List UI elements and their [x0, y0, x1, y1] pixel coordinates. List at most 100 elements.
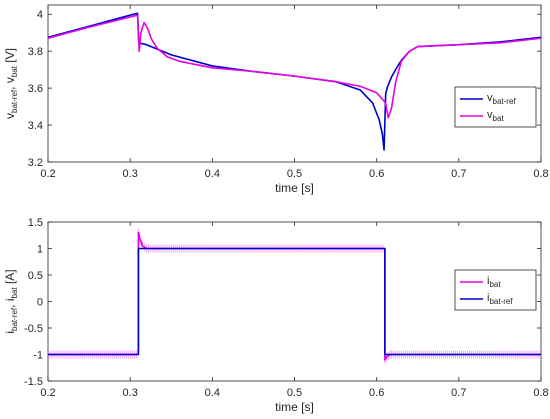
- y-tick-label: 3.2: [28, 157, 43, 169]
- y-label-symbol: i: [3, 299, 17, 302]
- data-point: [391, 76, 392, 77]
- x-tick-label: 0.8: [533, 168, 548, 180]
- y-tick-label: 0.5: [28, 270, 43, 282]
- legend-symbol: i: [487, 292, 489, 304]
- x-tick-label: 0.2: [40, 168, 55, 180]
- legend-box: [454, 86, 537, 128]
- data-point: [146, 44, 147, 45]
- legend-symbol: v: [487, 92, 493, 104]
- data-point: [294, 76, 295, 77]
- x-axis-label: time [s]: [275, 400, 314, 414]
- data-point: [376, 92, 377, 93]
- data-point: [387, 87, 388, 88]
- data-point: [137, 15, 138, 16]
- y-label-unit: [A]: [3, 269, 17, 287]
- data-point: [147, 27, 148, 28]
- x-tick-label: 0.4: [205, 168, 220, 180]
- data-point: [253, 71, 254, 72]
- data-point: [151, 39, 152, 40]
- x-tick-label: 0.7: [451, 387, 466, 399]
- x-tick-label: 0.3: [123, 168, 138, 180]
- data-point: [157, 48, 158, 49]
- data-point: [409, 51, 410, 52]
- y-label-subscript: bat: [10, 287, 19, 299]
- data-point: [144, 22, 145, 23]
- data-point: [383, 100, 384, 101]
- y-label-symbol: v: [3, 113, 17, 119]
- x-axis-label: time [s]: [275, 181, 314, 195]
- data-point: [384, 354, 385, 355]
- data-point: [382, 134, 383, 135]
- voltage-panel: 0.2 0.3 0.4 0.5 0.6 0.7 0.8 3.2 3.4 3.6 3.8 4 time […: [3, 4, 549, 195]
- data-point: [179, 61, 180, 62]
- y-label-symbol: i: [3, 331, 17, 334]
- data-point: [137, 13, 138, 14]
- legend-label: ibat: [487, 275, 501, 289]
- y-tick-label: 1.5: [28, 217, 43, 229]
- data-point: [139, 51, 140, 52]
- legend-label: ibat-ref: [487, 292, 513, 306]
- series-line: [48, 247, 541, 356]
- y-axis-label: vbat-ref, vbat [V]: [3, 48, 19, 119]
- data-point: [88, 27, 89, 28]
- y-tick-label: 1: [37, 244, 43, 256]
- data-point: [458, 44, 459, 45]
- data-point: [417, 46, 418, 47]
- y-axis-label: ibat-ref, ibat [A]: [3, 269, 19, 333]
- data-point: [381, 98, 382, 99]
- data-point: [384, 359, 385, 360]
- data-point: [138, 232, 139, 233]
- legend-symbol: i: [487, 275, 489, 287]
- y-tick-label: -0.5: [24, 323, 43, 335]
- data-point: [335, 81, 336, 82]
- y-tick-label: 3.8: [28, 46, 43, 58]
- data-point: [397, 66, 398, 67]
- current-panel: 0.2 0.3 0.4 0.5 0.6 0.7 0.8 -1.5 -1 -0.5 0 0.5 1 1.5 t…: [3, 217, 549, 414]
- data-point: [395, 82, 396, 83]
- data-point: [140, 32, 141, 33]
- data-point: [146, 248, 147, 249]
- data-point: [360, 86, 361, 87]
- data-point: [540, 354, 541, 355]
- data-point: [388, 117, 389, 118]
- y-tick-label: 3.6: [28, 83, 43, 95]
- data-point: [391, 108, 392, 109]
- y-tick-label: -1: [33, 350, 43, 362]
- data-point: [383, 149, 384, 150]
- data-point: [142, 245, 143, 246]
- data-point: [379, 119, 380, 120]
- data-point: [212, 67, 213, 68]
- data-point: [540, 38, 541, 39]
- legend-box: [454, 269, 537, 311]
- data-point: [386, 357, 387, 358]
- data-point: [130, 15, 131, 16]
- data-point: [499, 42, 500, 43]
- data-point: [385, 93, 386, 94]
- x-tick-label: 0.6: [369, 387, 384, 399]
- data-point: [139, 238, 140, 239]
- x-tick-label: 0.7: [451, 168, 466, 180]
- y-label-symbol: v: [3, 77, 17, 83]
- data-point: [167, 56, 168, 57]
- y-label-subscript: bat: [10, 65, 19, 77]
- y-tick-label: 4: [37, 9, 43, 21]
- data-point: [47, 354, 48, 355]
- data-point: [171, 54, 172, 55]
- y-label-unit: [V]: [3, 48, 17, 66]
- x-tick-label: 0.2: [40, 387, 55, 399]
- series-i-bat-ref: [47, 247, 541, 356]
- x-tick-label: 0.3: [123, 387, 138, 399]
- data-point: [212, 65, 213, 66]
- legend-label: vbat: [487, 109, 504, 123]
- series-v-bat: [48, 14, 541, 119]
- y-label-subscript: bat-ref: [10, 89, 19, 113]
- data-point: [372, 102, 373, 103]
- y-label-separator: ,: [3, 301, 17, 308]
- legend-subscript: bat-ref: [489, 297, 513, 306]
- data-point: [360, 89, 361, 90]
- legend-subscript: bat: [493, 114, 505, 123]
- x-tick-label: 0.8: [533, 387, 548, 399]
